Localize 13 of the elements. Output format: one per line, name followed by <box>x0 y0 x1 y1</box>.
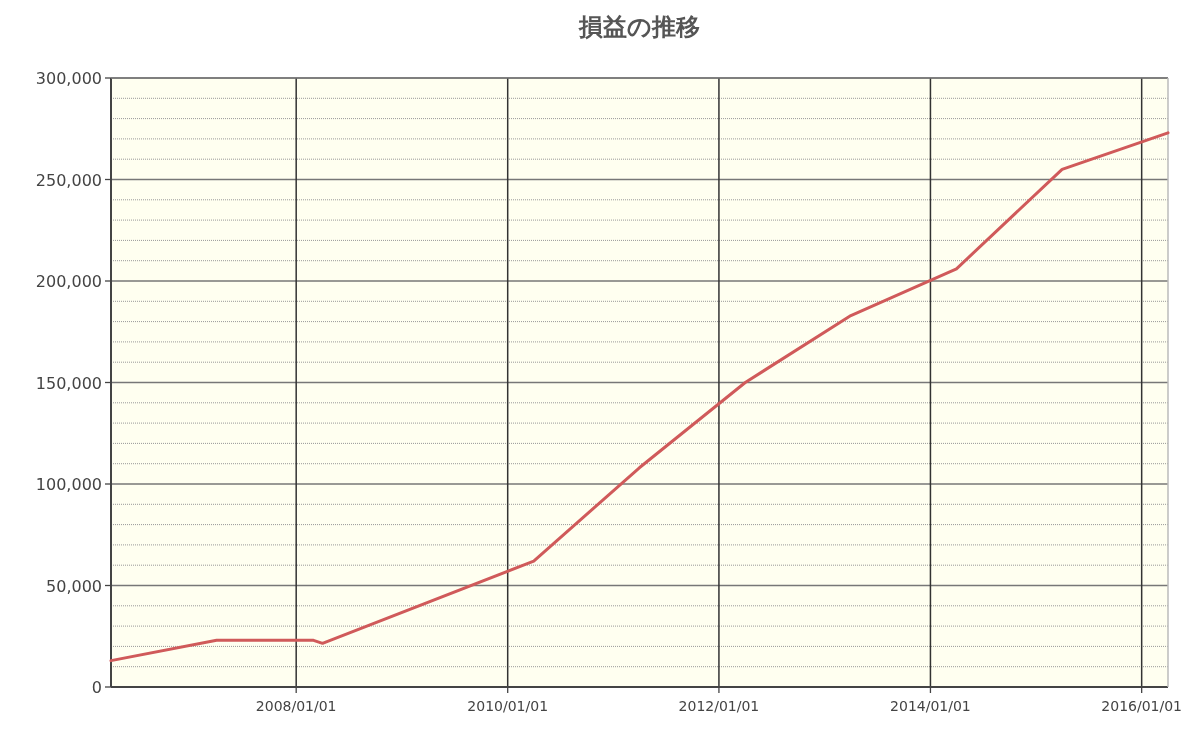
y-tick-label: 250,000 <box>35 170 102 190</box>
y-tick-label: 150,000 <box>35 373 102 393</box>
chart-title: 損益の推移 <box>578 13 700 41</box>
x-tick-label: 2014/01/01 <box>890 698 971 714</box>
y-tick-label: 200,000 <box>35 272 102 291</box>
y-tick-label: 100,000 <box>35 475 102 494</box>
y-tick-label: 50,000 <box>46 576 102 596</box>
y-tick-label: 0 <box>91 678 102 697</box>
y-tick-label: 300,000 <box>35 69 102 88</box>
x-tick-label: 2010/01/01 <box>467 698 549 714</box>
x-tick-label: 2008/01/01 <box>255 698 337 714</box>
x-tick-label: 2012/01/01 <box>678 698 760 714</box>
x-tick-label: 2016/01/01 <box>1101 698 1183 714</box>
